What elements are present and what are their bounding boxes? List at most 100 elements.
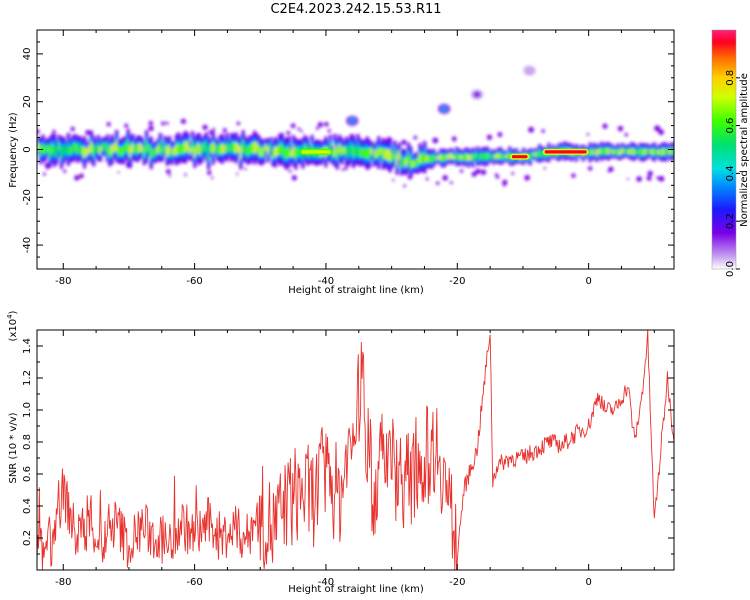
band-cell bbox=[207, 147, 211, 159]
band-cell bbox=[646, 148, 650, 154]
y-tick-label: 0.8 bbox=[22, 434, 33, 450]
band-cell bbox=[50, 143, 54, 154]
band-cell bbox=[618, 150, 622, 156]
snr-series-line bbox=[37, 330, 674, 570]
band-cell bbox=[335, 148, 339, 160]
band-cell bbox=[158, 142, 162, 153]
band-cell bbox=[112, 144, 116, 152]
outlier-dot bbox=[70, 126, 75, 132]
outlier-dot bbox=[502, 179, 508, 185]
band-cell bbox=[650, 149, 654, 155]
outlier-dot bbox=[79, 173, 84, 179]
band-cell bbox=[620, 148, 624, 154]
band-cell bbox=[441, 154, 445, 162]
outlier-dot bbox=[291, 175, 297, 181]
band-cell bbox=[163, 142, 167, 151]
band-cell bbox=[236, 144, 241, 152]
colorbar-tick-label: 0.6 bbox=[725, 118, 736, 134]
outlier-dot bbox=[587, 166, 593, 171]
band-cell bbox=[407, 152, 411, 163]
band-cell bbox=[239, 146, 243, 159]
spectrogram-chart: -80 -60 -40 -20 0 -40 -20 0 20 40 Height of strai… bbox=[8, 29, 750, 296]
band-cell bbox=[246, 146, 250, 157]
band-cell bbox=[200, 145, 204, 155]
band-cell bbox=[593, 148, 597, 155]
band-cell bbox=[478, 154, 482, 160]
outlier-dot bbox=[654, 125, 661, 132]
band-cell bbox=[659, 149, 663, 156]
outlier-dot bbox=[344, 166, 348, 170]
band-cell bbox=[377, 146, 381, 159]
band-cell bbox=[469, 154, 473, 160]
band-cell bbox=[625, 148, 629, 154]
band-cell bbox=[142, 148, 146, 157]
outlier-dot bbox=[212, 128, 216, 131]
band-cell bbox=[641, 149, 645, 156]
band-cell bbox=[96, 143, 100, 153]
band-cell bbox=[59, 147, 64, 159]
band-cell bbox=[266, 146, 270, 155]
band-cell bbox=[223, 145, 227, 153]
band-cell bbox=[450, 153, 454, 160]
band-cell bbox=[485, 152, 489, 160]
band-cell bbox=[420, 155, 424, 164]
band-cell bbox=[597, 148, 601, 154]
band-cell bbox=[82, 146, 87, 158]
y-tick-label: 40 bbox=[22, 48, 33, 61]
x-tick-label: -20 bbox=[449, 577, 465, 588]
band-cell bbox=[351, 145, 355, 158]
y-tick-label: 1.2 bbox=[22, 370, 33, 386]
band-cell bbox=[250, 143, 254, 153]
band-cell bbox=[211, 142, 215, 154]
x-tick-label: -80 bbox=[55, 276, 71, 287]
band-cell bbox=[292, 145, 296, 157]
outlier-dot bbox=[74, 175, 80, 181]
spectrogram-axes: -80 -60 -40 -20 0 -40 -20 0 20 40 bbox=[22, 30, 674, 287]
band-cell bbox=[248, 144, 252, 155]
band-cell bbox=[400, 157, 404, 167]
band-cell bbox=[613, 150, 618, 154]
band-cell bbox=[418, 152, 422, 163]
band-cell bbox=[508, 152, 512, 159]
band-cell bbox=[220, 143, 224, 155]
band-cell bbox=[103, 143, 107, 150]
band-cell bbox=[671, 148, 674, 155]
band-cell bbox=[409, 157, 413, 169]
band-cell bbox=[439, 154, 443, 161]
outlier-dot bbox=[524, 174, 530, 181]
band-cell bbox=[138, 143, 142, 152]
outlier-dot bbox=[208, 130, 214, 135]
band-cell bbox=[161, 148, 165, 155]
band-cell bbox=[388, 149, 392, 162]
band-cell bbox=[57, 142, 61, 151]
colorbar-frame bbox=[711, 29, 737, 270]
outlier-dot bbox=[327, 129, 331, 133]
band-cell bbox=[76, 144, 80, 155]
band-cell bbox=[94, 145, 98, 152]
outlier-dot bbox=[459, 169, 464, 173]
band-cell bbox=[370, 147, 374, 155]
band-cell bbox=[344, 146, 349, 157]
outlier-dot bbox=[44, 162, 49, 168]
colorbar-tick-label: 0.0 bbox=[725, 261, 736, 277]
band-cell bbox=[230, 142, 234, 153]
outlier-dot bbox=[300, 130, 303, 133]
band-cell bbox=[202, 142, 206, 151]
colorbar-tick-label: 0.2 bbox=[725, 213, 736, 229]
outlier-dot bbox=[480, 169, 487, 175]
outlier-dot bbox=[168, 174, 172, 177]
outlier-dot bbox=[413, 135, 418, 140]
band-cell bbox=[179, 145, 183, 154]
band-cell bbox=[225, 142, 229, 153]
band-cell bbox=[666, 149, 670, 154]
band-cell bbox=[193, 146, 197, 158]
band-cell bbox=[501, 154, 505, 160]
outlier-dot bbox=[52, 129, 56, 134]
band-cell bbox=[197, 143, 201, 155]
band-cell bbox=[505, 154, 509, 159]
band-cell bbox=[611, 149, 615, 155]
band-cell bbox=[531, 152, 535, 157]
band-cell bbox=[473, 153, 477, 158]
band-cell bbox=[453, 155, 457, 160]
colorbar-tick-label: 0.8 bbox=[725, 70, 736, 86]
